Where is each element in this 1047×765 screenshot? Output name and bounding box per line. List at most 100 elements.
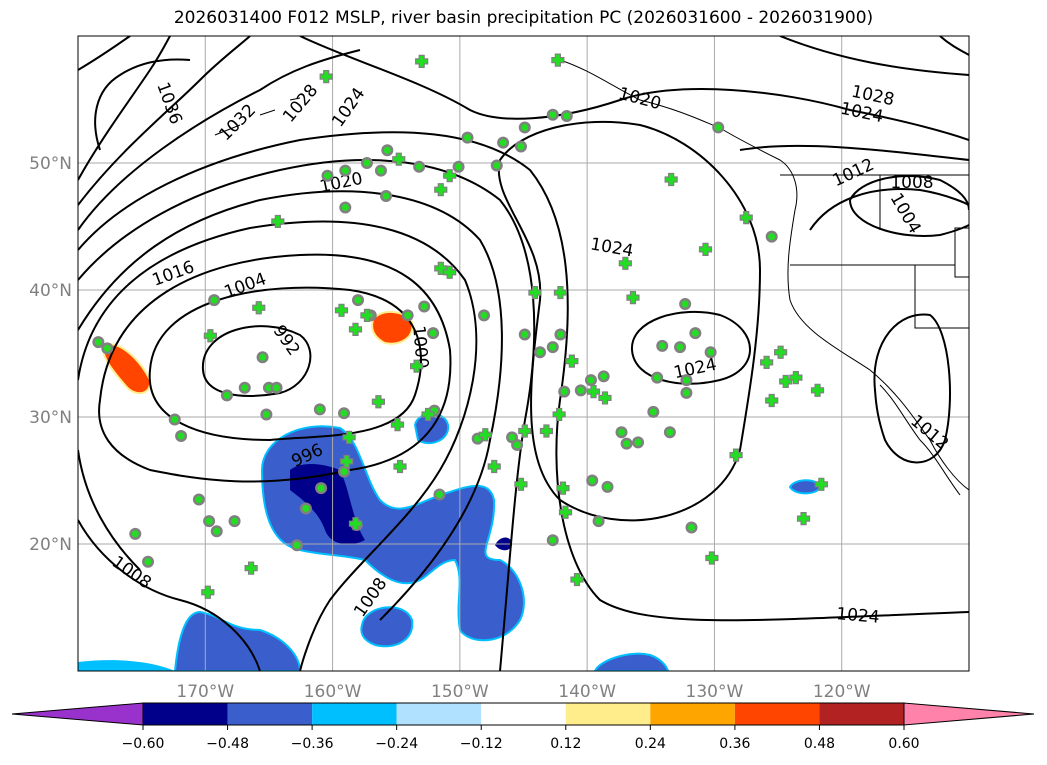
precip-negative-area	[360, 606, 414, 648]
map-title: 2026031400 F012 MSLP, river basin precip…	[173, 8, 874, 28]
station-plus-marker	[705, 551, 719, 565]
station-circle-core	[634, 438, 642, 446]
station-circle-core	[363, 159, 371, 167]
station-circle-core	[714, 123, 722, 131]
station-plus-marker	[618, 256, 632, 270]
station-circle-core	[691, 329, 699, 337]
station-circle-core	[517, 142, 525, 150]
station-circle-core	[435, 490, 443, 498]
station-plus-marker	[421, 407, 435, 422]
station-circle-core	[210, 296, 218, 304]
station-circle-core	[513, 441, 521, 449]
lon-tick-label: 150°W	[431, 682, 489, 702]
station-circle-core	[536, 348, 544, 356]
lat-tick-label: 40°N	[29, 281, 72, 301]
colorbar-tick-label: −0.24	[375, 736, 418, 752]
station-circle-core	[317, 484, 325, 492]
station-plus-marker	[765, 393, 779, 408]
station-plus-marker	[556, 481, 570, 495]
station-circle-core	[577, 386, 585, 394]
station-plus-marker	[739, 211, 753, 225]
colorbar-tick-label: 0.36	[719, 736, 750, 752]
colorbar-tick-label: −0.60	[122, 736, 165, 752]
station-circle-core	[563, 112, 571, 120]
station-circle-core	[171, 416, 179, 424]
colorbar-tick-label: 0.60	[888, 736, 919, 752]
station-circle-core	[103, 344, 111, 352]
station-plus-marker	[553, 285, 568, 300]
station-plus-marker	[409, 359, 424, 373]
station-plus-marker	[393, 459, 407, 474]
station-circle-core	[302, 504, 310, 512]
colorbar-extend-min	[11, 702, 144, 726]
colorbar-tick-label: −0.36	[291, 736, 334, 752]
station-circle-core	[549, 343, 557, 351]
station-circle-core	[480, 311, 488, 319]
colorbar-segment	[481, 703, 566, 725]
station-circle-core	[493, 162, 501, 170]
station-plus-marker	[539, 424, 554, 438]
contour-label: 1000	[408, 325, 432, 370]
station-circle-core	[688, 523, 696, 531]
station-circle-core	[404, 311, 412, 319]
station-plus-marker	[552, 407, 566, 422]
station-circle-core	[681, 300, 689, 308]
station-circle-core	[429, 329, 437, 337]
station-circle-core	[195, 496, 203, 504]
colorbar-segment	[734, 703, 820, 725]
station-plus-marker	[339, 454, 354, 469]
colorbar-segment	[565, 703, 651, 725]
station-circle-core	[549, 111, 557, 119]
station-circle-core	[618, 428, 626, 436]
station-circle-core	[666, 428, 674, 436]
station-circle-core	[259, 353, 267, 361]
lat-tick-label: 50°N	[29, 154, 72, 174]
station-circle-core	[241, 384, 249, 392]
station-circle-core	[131, 530, 139, 538]
lon-tick-label: 120°W	[813, 682, 871, 702]
station-plus-marker	[271, 214, 285, 229]
colorbar-tick-label: −0.48	[206, 736, 249, 752]
colorbar-outline	[142, 702, 905, 726]
lat-tick-label: 30°N	[29, 408, 72, 428]
lat-tick-label: 20°N	[29, 535, 72, 555]
station-plus-marker	[319, 70, 333, 84]
lon-tick-label: 130°W	[686, 682, 744, 702]
precip-strong-negative-area	[290, 464, 365, 545]
station-circle-core	[323, 172, 331, 180]
mslp-contours	[78, 36, 969, 671]
colorbar-segment	[396, 703, 482, 725]
precip-shading	[78, 311, 822, 671]
station-plus-marker	[371, 395, 385, 409]
station-plus-marker	[774, 345, 788, 359]
colorbar-extend-max	[903, 702, 1035, 726]
station-circle-core	[383, 146, 391, 154]
station-plus-marker	[390, 418, 405, 432]
station-plus-marker	[518, 424, 532, 438]
station-plus-marker	[443, 265, 457, 279]
station-plus-marker	[796, 512, 811, 526]
station-circle-core	[658, 342, 666, 350]
station-plus-marker	[551, 53, 565, 67]
station-plus-marker	[586, 385, 601, 399]
station-plus-marker	[514, 477, 528, 491]
station-plus-marker	[779, 374, 793, 389]
station-circle-core	[623, 440, 631, 448]
station-circle-core	[499, 139, 507, 147]
station-plus-marker	[698, 242, 713, 256]
station-circle-core	[588, 477, 596, 484]
station-circle-core	[377, 167, 385, 175]
station-circle-core	[223, 391, 231, 399]
station-plus-marker	[626, 291, 640, 305]
station-markers	[92, 53, 828, 599]
station-plus-marker	[570, 572, 584, 587]
station-plus-marker	[342, 430, 356, 444]
station-plus-marker	[760, 355, 774, 369]
colorbar-segment	[143, 703, 228, 725]
lon-tick-label: 140°W	[558, 682, 616, 702]
station-circle-core	[521, 123, 529, 131]
precip-positive-area	[371, 311, 414, 345]
station-circle-core	[231, 517, 239, 525]
precip-negative-area	[173, 610, 302, 671]
